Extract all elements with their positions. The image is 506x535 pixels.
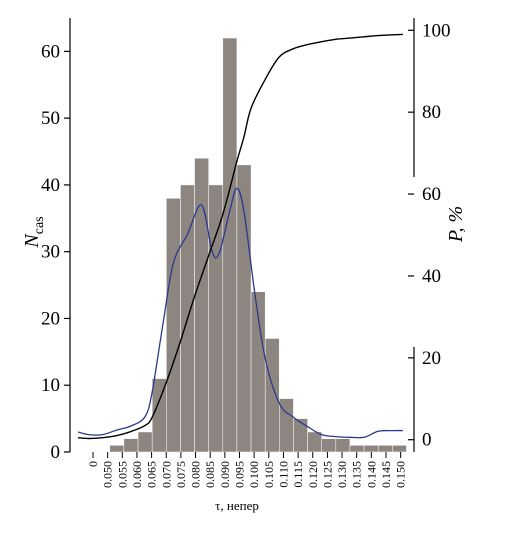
y-right-axis-title: P, % bbox=[445, 206, 467, 243]
right-tick-label: 0 bbox=[422, 430, 432, 451]
x-tick-label: 0.075 bbox=[174, 461, 188, 488]
left-tick-label: 0 bbox=[51, 442, 61, 463]
right-tick-label: 80 bbox=[422, 102, 441, 123]
left-tick-label: 60 bbox=[41, 41, 60, 62]
x-tick-label: 0.145 bbox=[379, 461, 393, 488]
x-tick-label: 0.120 bbox=[306, 461, 320, 488]
x-tick-label: 0.080 bbox=[189, 461, 203, 488]
x-tick-label: 0.090 bbox=[218, 461, 232, 488]
x-tick-label: 0.125 bbox=[320, 461, 334, 488]
curves bbox=[77, 33, 403, 440]
y-left-axis-title: Ncas bbox=[21, 216, 47, 248]
histogram-bars bbox=[109, 37, 407, 453]
histogram-bar bbox=[321, 438, 337, 453]
x-tick-label: 0.050 bbox=[101, 461, 115, 488]
histogram-bar bbox=[123, 438, 139, 453]
left-tick-label: 20 bbox=[41, 308, 60, 329]
x-tick-label: 0.095 bbox=[233, 461, 247, 488]
histogram-bar bbox=[363, 445, 379, 453]
histogram-bar bbox=[349, 445, 365, 453]
x-tick-label: 0.065 bbox=[145, 461, 159, 488]
x-tick-label: 0.135 bbox=[350, 461, 364, 488]
histogram-bar bbox=[377, 445, 393, 453]
histogram-bar bbox=[109, 445, 125, 453]
left-tick-label: 10 bbox=[41, 375, 60, 396]
x-tick-label: 0.070 bbox=[159, 461, 173, 488]
histogram-bar bbox=[307, 431, 322, 453]
x-tick-label: 0.115 bbox=[291, 461, 305, 488]
right-tick-label: 60 bbox=[422, 184, 441, 205]
y-left-title-base: N bbox=[21, 233, 43, 249]
histogram-bar bbox=[222, 37, 238, 453]
right-tick-label: 20 bbox=[422, 348, 441, 369]
x-axis-ticks: 0 0.050 0.055 0.060 0.065 0.070 0.075 0.080 0.08… bbox=[86, 452, 408, 488]
histogram-bar bbox=[392, 445, 407, 453]
left-tick-label: 40 bbox=[41, 175, 60, 196]
x-tick-label: 0.055 bbox=[115, 461, 129, 488]
cumulative-curve bbox=[77, 33, 403, 440]
density-curve bbox=[77, 187, 403, 439]
x-tick-label: 0.130 bbox=[335, 461, 349, 488]
left-tick-label: 30 bbox=[41, 242, 60, 263]
x-tick-label: 0.150 bbox=[394, 461, 408, 488]
x-tick-label: 0 bbox=[86, 461, 100, 467]
histogram-bar bbox=[335, 438, 351, 453]
histogram-bar bbox=[208, 184, 224, 453]
histogram-bar bbox=[194, 157, 209, 453]
x-axis-title: τ, непер bbox=[215, 498, 259, 513]
x-tick-label: 0.060 bbox=[130, 461, 144, 488]
histogram-bar bbox=[137, 431, 153, 453]
histogram-bar bbox=[264, 338, 280, 453]
x-tick-label: 0.100 bbox=[247, 461, 261, 488]
x-tick-label: 0.110 bbox=[276, 461, 290, 488]
x-tick-label: 0.085 bbox=[203, 461, 217, 488]
axes bbox=[69, 18, 415, 452]
y-left-title-subscript: cas bbox=[32, 216, 47, 234]
x-tick-label: 0.140 bbox=[364, 461, 378, 488]
histogram-bar bbox=[166, 198, 181, 453]
left-axis-ticks: 0 10 20 30 40 50 60 bbox=[41, 41, 70, 463]
left-tick-label: 50 bbox=[41, 108, 60, 129]
histogram-bar bbox=[293, 418, 308, 453]
right-tick-label: 40 bbox=[422, 266, 441, 287]
right-axis-ticks: 0 20 40 60 80 100 bbox=[408, 20, 451, 451]
right-tick-label: 100 bbox=[422, 20, 451, 41]
x-tick-label: 0.105 bbox=[262, 461, 276, 488]
